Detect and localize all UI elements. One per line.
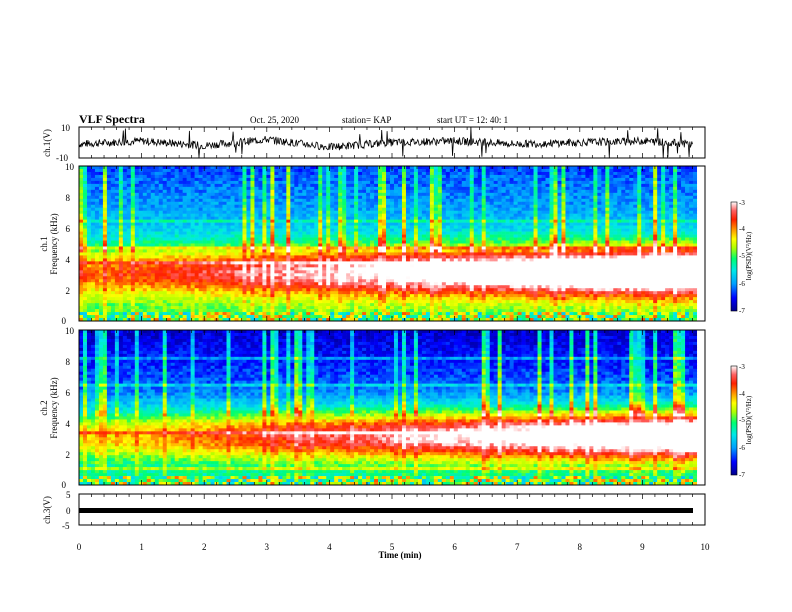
ch2-spec-ytick-10: 10 bbox=[65, 326, 75, 336]
ch3-ytick-mid: 0 bbox=[66, 506, 71, 516]
ch1-waveform-ylabel: ch.1(V) bbox=[42, 129, 52, 157]
ch1-waveform-panel: 10 -10 ch.1(V) bbox=[42, 123, 706, 163]
start-time-label: start UT = 12: 40: 1 bbox=[437, 115, 508, 125]
ch3-waveform-ticks bbox=[78, 494, 706, 525]
ch1-spectrogram-ticks bbox=[78, 166, 706, 321]
x-axis-tick-labels: 0 1 2 3 4 5 6 7 8 9 10 bbox=[77, 542, 710, 552]
ch1-spec-ytick-10: 10 bbox=[65, 162, 75, 172]
ch1-spec-ytick-4: 4 bbox=[66, 255, 71, 265]
ch3-ytick-top: 5 bbox=[66, 490, 71, 500]
ch2-colorbar-label: log(PSD)(V²/Hz) bbox=[745, 395, 753, 444]
ch1-ytick-top: 10 bbox=[61, 123, 71, 133]
x-tick-label: 4 bbox=[327, 542, 332, 552]
ch1-spec-ytick-8: 8 bbox=[66, 193, 71, 203]
ch2-cb-tick-m7: -7 bbox=[739, 471, 745, 479]
x-tick-label: 5 bbox=[390, 542, 395, 552]
x-axis-label: Time (min) bbox=[378, 550, 421, 560]
ch2-spectrogram-image bbox=[79, 330, 706, 486]
ch2-cb-tick-m3: -3 bbox=[739, 363, 745, 371]
ch2-spec-ytick-2: 2 bbox=[66, 450, 71, 460]
x-tick-label: 2 bbox=[202, 542, 207, 552]
ch3-waveform-ylabel: ch.3(V) bbox=[42, 496, 52, 524]
ch1-spec-ylabel-channel: ch.1 bbox=[39, 236, 49, 251]
ch2-cb-tick-m6: -6 bbox=[739, 444, 745, 452]
ch3-waveform-panel: 5 0 -5 ch.3(V) bbox=[42, 490, 706, 531]
x-tick-label: 9 bbox=[640, 542, 645, 552]
ch1-colorbar-label: log(PSD)(V²/Hz) bbox=[745, 231, 753, 280]
ch2-spectrogram-ticks bbox=[78, 330, 706, 485]
ch2-spec-ytick-0: 0 bbox=[62, 480, 67, 490]
station-label: station= KAP bbox=[342, 115, 391, 125]
ch2-cb-tick-m5: -5 bbox=[739, 416, 745, 424]
ch2-spec-ytick-6: 6 bbox=[66, 388, 71, 398]
ch1-waveform-line bbox=[78, 126, 693, 159]
ch2-spec-ylabel-frequency: Frequency (kHz) bbox=[49, 377, 59, 438]
ch2-cb-tick-m4: -4 bbox=[739, 390, 745, 398]
ch1-spec-ytick-2: 2 bbox=[66, 286, 71, 296]
ch2-spec-ytick-4: 4 bbox=[66, 419, 71, 429]
ch2-spectrogram-panel: 0 2 4 6 8 10 ch.2 Frequency (kHz) bbox=[39, 326, 706, 490]
ch1-cb-tick-m5: -5 bbox=[739, 252, 745, 260]
ch1-waveform-ticks bbox=[78, 127, 706, 158]
x-tick-label: 3 bbox=[265, 542, 270, 552]
ch1-spectrogram-image bbox=[79, 166, 706, 322]
x-tick-label: 8 bbox=[578, 542, 583, 552]
x-tick-label: 7 bbox=[515, 542, 520, 552]
ch3-waveform-trace bbox=[79, 508, 693, 513]
ch1-spec-ytick-6: 6 bbox=[66, 224, 71, 234]
ch1-spec-ytick-0: 0 bbox=[62, 316, 67, 326]
date-label: Oct. 25, 2020 bbox=[250, 115, 299, 125]
ch2-colorbar: -3 -4 -5 -6 -7 log(PSD)(V²/Hz) bbox=[730, 363, 753, 479]
ch2-spec-ytick-8: 8 bbox=[66, 357, 71, 367]
ch1-ytick-bottom: -10 bbox=[56, 153, 68, 163]
ch1-colorbar: -3 -4 -5 -6 -7 log(PSD)(V²/Hz) bbox=[730, 199, 753, 315]
ch1-cb-tick-m4: -4 bbox=[739, 225, 745, 233]
x-tick-label: 10 bbox=[701, 542, 711, 552]
ch3-ytick-bottom: -5 bbox=[62, 521, 70, 531]
ch1-cb-tick-m6: -6 bbox=[739, 280, 745, 288]
ch1-cb-tick-m7: -7 bbox=[739, 307, 745, 315]
ch2-spec-ylabel-channel: ch.2 bbox=[39, 400, 49, 415]
x-tick-label: 6 bbox=[452, 542, 457, 552]
x-tick-label: 1 bbox=[139, 542, 144, 552]
ch1-spectrogram-panel: 0 2 4 6 8 10 ch.1 Frequency (kHz) bbox=[39, 162, 706, 326]
x-tick-label: 0 bbox=[77, 542, 82, 552]
figure-title: VLF Spectra bbox=[79, 112, 145, 126]
ch1-spec-ylabel-frequency: Frequency (kHz) bbox=[49, 213, 59, 274]
ch1-cb-tick-m3: -3 bbox=[739, 199, 745, 207]
